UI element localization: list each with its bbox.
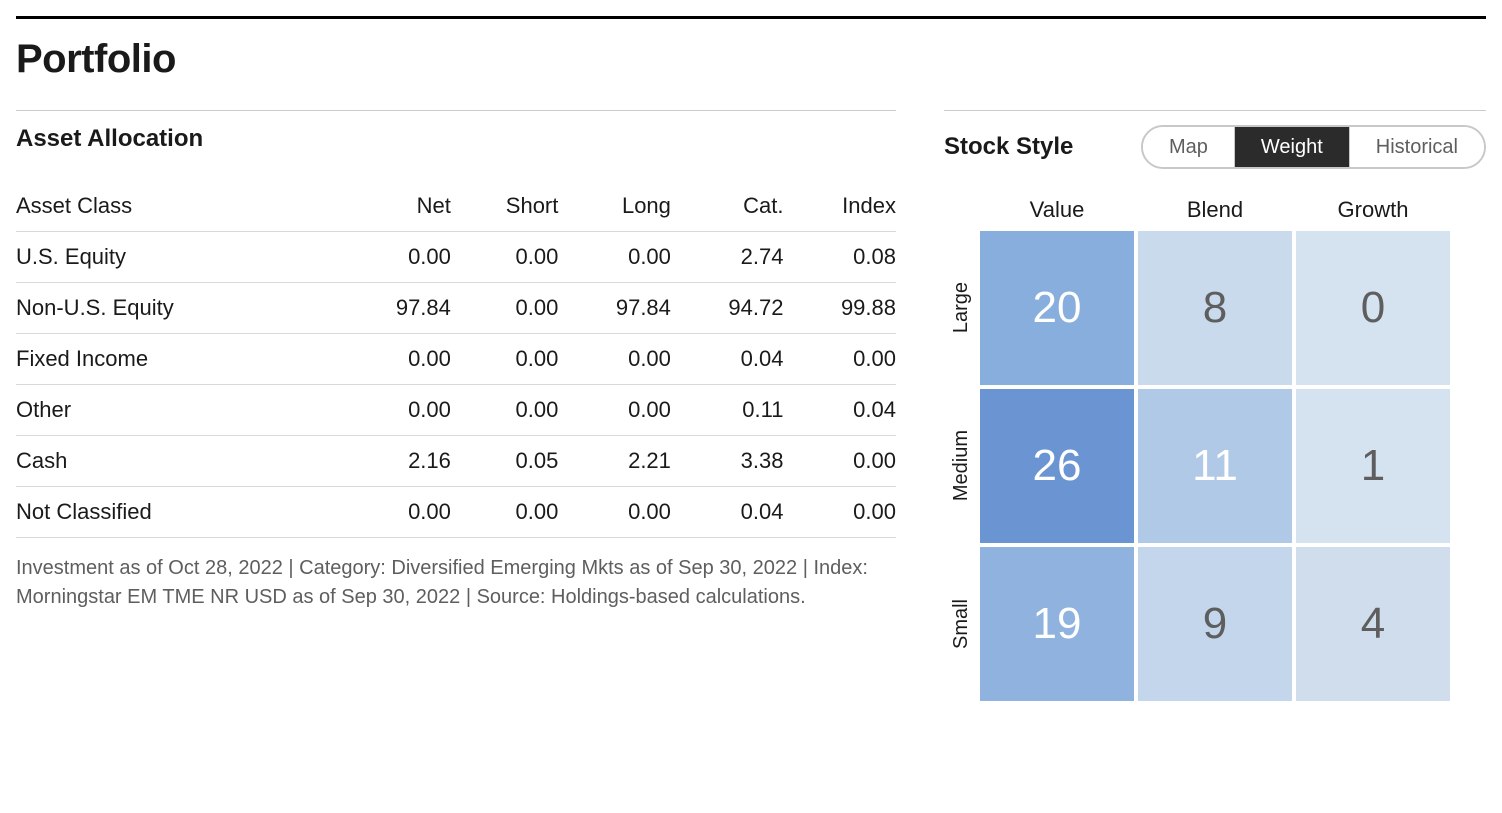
value-cell: 0.00 bbox=[338, 385, 451, 436]
value-cell: 0.04 bbox=[783, 385, 896, 436]
asset-allocation-footnote: Investment as of Oct 28, 2022 | Category… bbox=[16, 554, 896, 612]
col-long: Long bbox=[558, 181, 671, 232]
col-label-value: Value bbox=[978, 197, 1136, 223]
style-cell: 9 bbox=[1136, 545, 1294, 703]
asset-class-cell: U.S. Equity bbox=[16, 232, 338, 283]
stock-style-tabs: MapWeightHistorical bbox=[1141, 125, 1486, 169]
table-row: Not Classified0.000.000.000.040.00 bbox=[16, 487, 896, 538]
col-cat: Cat. bbox=[671, 181, 784, 232]
stock-style-title: Stock Style bbox=[944, 133, 1073, 161]
value-cell: 94.72 bbox=[671, 283, 784, 334]
col-short: Short bbox=[451, 181, 558, 232]
tab-map[interactable]: Map bbox=[1143, 127, 1234, 167]
value-cell: 0.00 bbox=[338, 334, 451, 385]
value-cell: 3.38 bbox=[671, 436, 784, 487]
value-cell: 0.00 bbox=[338, 487, 451, 538]
style-cell: 26 bbox=[978, 387, 1136, 545]
table-row: Cash2.160.052.213.380.00 bbox=[16, 436, 896, 487]
asset-allocation-title: Asset Allocation bbox=[16, 125, 203, 153]
style-box-col-labels: Value Blend Growth bbox=[944, 197, 1486, 223]
value-cell: 0.00 bbox=[783, 436, 896, 487]
col-index: Index bbox=[783, 181, 896, 232]
value-cell: 2.21 bbox=[558, 436, 671, 487]
table-row: U.S. Equity0.000.000.002.740.08 bbox=[16, 232, 896, 283]
style-cell: 19 bbox=[978, 545, 1136, 703]
asset-class-cell: Other bbox=[16, 385, 338, 436]
value-cell: 0.00 bbox=[451, 283, 558, 334]
value-cell: 0.00 bbox=[451, 334, 558, 385]
section-rule bbox=[16, 110, 896, 111]
value-cell: 0.00 bbox=[558, 385, 671, 436]
section-rule bbox=[944, 110, 1486, 111]
value-cell: 0.00 bbox=[558, 487, 671, 538]
col-asset-class: Asset Class bbox=[16, 181, 338, 232]
style-cell: 11 bbox=[1136, 387, 1294, 545]
style-cell: 1 bbox=[1294, 387, 1452, 545]
asset-allocation-section: Asset Allocation Asset Class Net Short L… bbox=[16, 110, 896, 612]
asset-class-cell: Fixed Income bbox=[16, 334, 338, 385]
tab-historical[interactable]: Historical bbox=[1349, 127, 1484, 167]
value-cell: 0.00 bbox=[451, 487, 558, 538]
value-cell: 0.11 bbox=[671, 385, 784, 436]
value-cell: 99.88 bbox=[783, 283, 896, 334]
value-cell: 2.16 bbox=[338, 436, 451, 487]
value-cell: 97.84 bbox=[558, 283, 671, 334]
value-cell: 0.00 bbox=[338, 232, 451, 283]
tab-weight[interactable]: Weight bbox=[1234, 127, 1349, 167]
value-cell: 0.04 bbox=[671, 334, 784, 385]
value-cell: 0.00 bbox=[451, 232, 558, 283]
style-cell: 4 bbox=[1294, 545, 1452, 703]
top-rule bbox=[16, 16, 1486, 19]
col-net: Net bbox=[338, 181, 451, 232]
table-row: Non-U.S. Equity97.840.0097.8494.7299.88 bbox=[16, 283, 896, 334]
value-cell: 0.04 bbox=[671, 487, 784, 538]
asset-class-cell: Non-U.S. Equity bbox=[16, 283, 338, 334]
table-row: Other0.000.000.000.110.04 bbox=[16, 385, 896, 436]
asset-allocation-table: Asset Class Net Short Long Cat. Index U.… bbox=[16, 181, 896, 538]
table-header-row: Asset Class Net Short Long Cat. Index bbox=[16, 181, 896, 232]
asset-allocation-tbody: U.S. Equity0.000.000.002.740.08Non-U.S. … bbox=[16, 232, 896, 538]
style-box-grid: Large2080Medium26111Small1994 bbox=[944, 229, 1486, 703]
value-cell: 0.00 bbox=[783, 334, 896, 385]
value-cell: 2.74 bbox=[671, 232, 784, 283]
row-label-medium: Medium bbox=[944, 387, 978, 545]
page-title: Portfolio bbox=[16, 37, 1486, 82]
value-cell: 0.00 bbox=[558, 232, 671, 283]
value-cell: 0.00 bbox=[783, 487, 896, 538]
table-row: Fixed Income0.000.000.000.040.00 bbox=[16, 334, 896, 385]
value-cell: 0.00 bbox=[558, 334, 671, 385]
style-box: Value Blend Growth Large2080Medium26111S… bbox=[944, 197, 1486, 703]
row-label-large: Large bbox=[944, 229, 978, 387]
row-label-small: Small bbox=[944, 545, 978, 703]
value-cell: 0.08 bbox=[783, 232, 896, 283]
content-columns: Asset Allocation Asset Class Net Short L… bbox=[16, 110, 1486, 703]
style-cell: 0 bbox=[1294, 229, 1452, 387]
col-label-growth: Growth bbox=[1294, 197, 1452, 223]
asset-class-cell: Cash bbox=[16, 436, 338, 487]
col-label-blend: Blend bbox=[1136, 197, 1294, 223]
value-cell: 0.05 bbox=[451, 436, 558, 487]
value-cell: 0.00 bbox=[451, 385, 558, 436]
asset-class-cell: Not Classified bbox=[16, 487, 338, 538]
stock-style-section: Stock Style MapWeightHistorical Value Bl… bbox=[944, 110, 1486, 703]
style-cell: 20 bbox=[978, 229, 1136, 387]
value-cell: 97.84 bbox=[338, 283, 451, 334]
style-cell: 8 bbox=[1136, 229, 1294, 387]
